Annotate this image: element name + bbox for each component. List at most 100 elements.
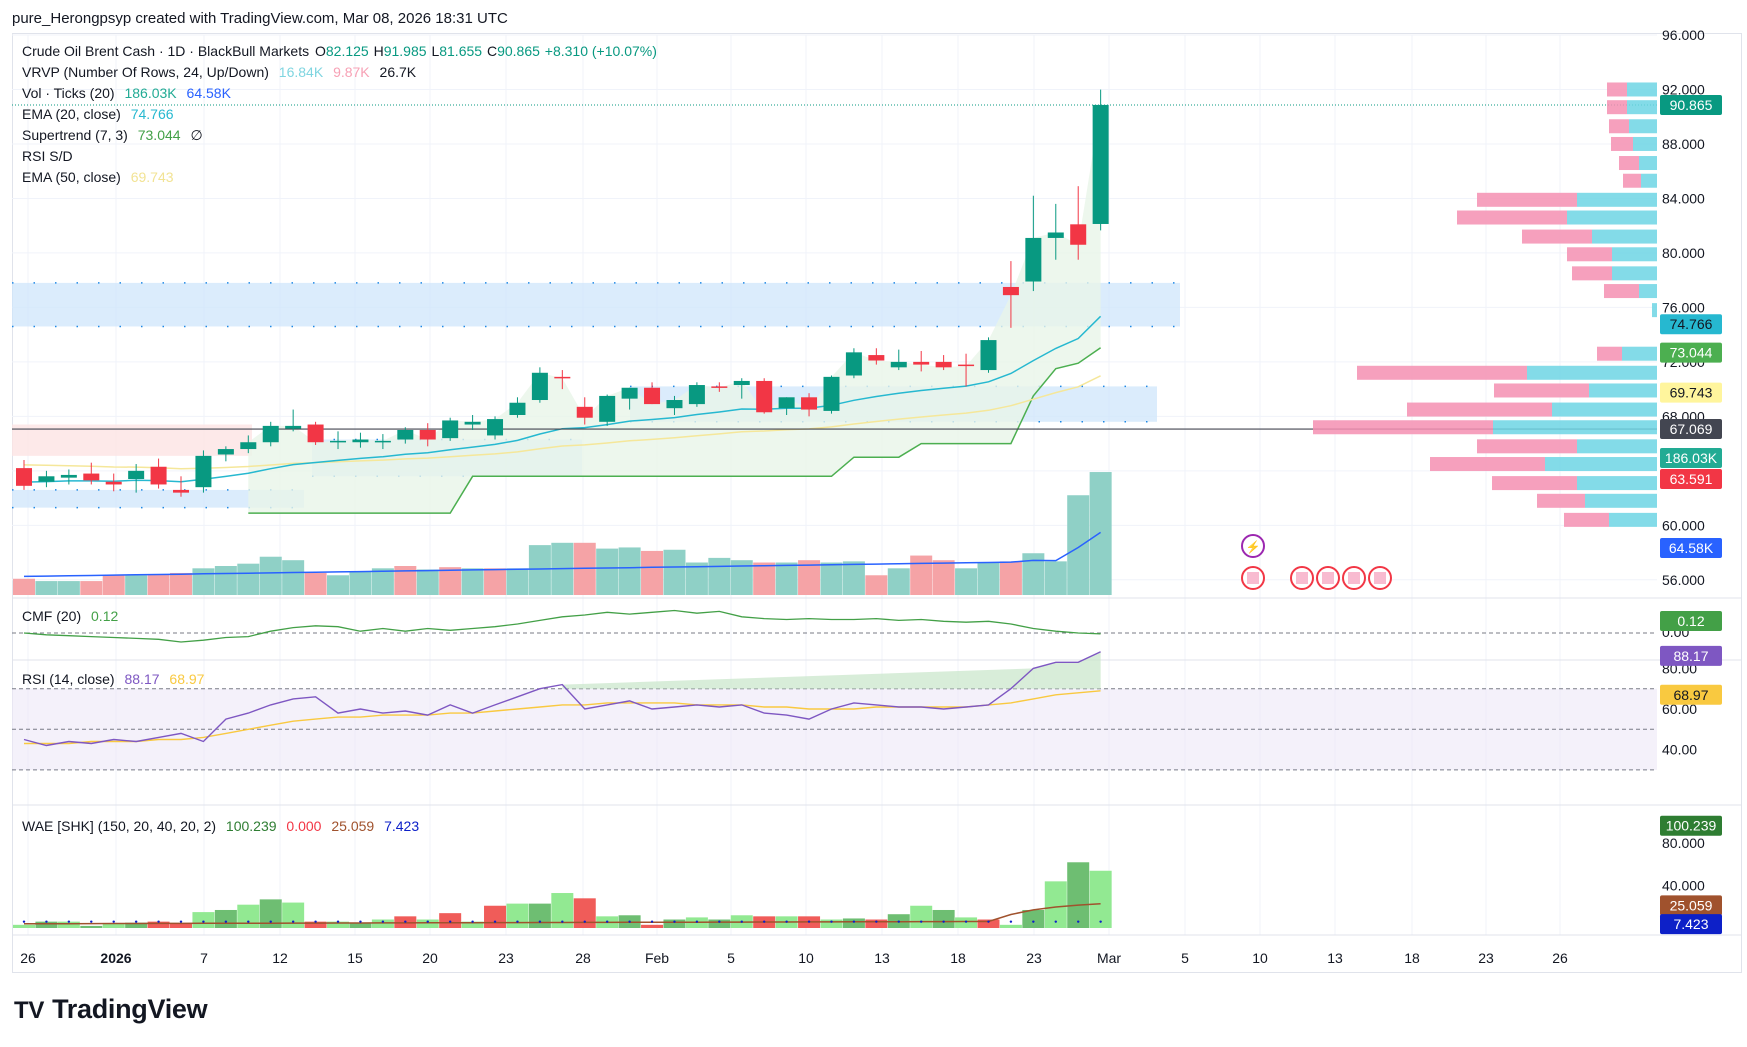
volume-bar <box>192 568 215 595</box>
wae-bar <box>528 903 551 928</box>
wae-deadzone-dot <box>471 920 474 923</box>
vrvp-up-bar <box>1629 119 1657 134</box>
wae-bar <box>35 921 58 928</box>
vrvp-up-bar <box>1552 402 1657 417</box>
wae-deadzone-dot <box>875 920 878 923</box>
vol-v2: 64.58K <box>186 85 231 101</box>
wae-deadzone-dot <box>1009 920 1013 923</box>
volume-bar <box>416 569 439 595</box>
wae-bar <box>349 922 372 928</box>
candle-body <box>711 386 728 388</box>
candle-body <box>935 361 952 368</box>
vrvp-up-bar <box>1622 346 1657 361</box>
volume-bar <box>977 562 1000 595</box>
tradingview-logo[interactable]: TV TradingView <box>14 994 208 1025</box>
cmf-label: CMF (20) <box>22 608 82 624</box>
volume-bar <box>484 568 507 595</box>
candle-body <box>374 440 391 443</box>
volume-bar <box>775 562 798 595</box>
empty-set-icon: ∅ <box>190 127 203 143</box>
red-level-badge: 63.591 <box>1670 471 1713 487</box>
candle-body <box>778 397 795 409</box>
legend-vol[interactable]: Vol · Ticks (20) 186.03K 64.58K <box>22 83 663 104</box>
vrvp-down-bar <box>1607 82 1627 97</box>
wae-deadzone-dot <box>493 920 497 923</box>
volume-bar <box>820 562 843 595</box>
red-level-badge-bg <box>1660 469 1722 489</box>
price-axis-tick: 60.000 <box>1662 517 1705 533</box>
wae-bar <box>371 919 394 928</box>
price-axis-tick: 88.000 <box>1662 136 1705 152</box>
volume-bar <box>842 561 865 595</box>
wae-axis-tick: 40.000 <box>1662 878 1705 894</box>
volume-bar <box>1022 553 1045 595</box>
wae-legend[interactable]: WAE [SHK] (150, 20, 40, 20, 2) 100.239 0… <box>22 816 425 837</box>
time-axis-tick: 13 <box>874 950 890 966</box>
rsi-axis-tick: 60.00 <box>1662 701 1697 717</box>
wae-deadzone-dot <box>1032 920 1035 923</box>
legend-rsi-sd[interactable]: RSI S/D <box>22 146 663 167</box>
legend-symbol-row[interactable]: Crude Oil Brent Cash · 1D · BlackBull Ma… <box>22 41 663 62</box>
wae-bar <box>327 921 350 928</box>
wae-bar <box>999 924 1022 928</box>
legend-supertrend[interactable]: Supertrend (7, 3) 73.044 ∅ <box>22 125 663 146</box>
volume-bar <box>753 562 776 595</box>
volume-badge-bg <box>1660 448 1722 468</box>
volume-bar <box>641 550 664 595</box>
vrvp-up-bar <box>1567 210 1657 225</box>
candle-body <box>464 421 481 425</box>
volume-bar <box>57 581 80 595</box>
vrvp-down-bar <box>1572 266 1612 281</box>
vrvp-up-bar <box>1577 439 1657 454</box>
wae-deadzone-dot <box>964 920 968 923</box>
wae-bar <box>214 909 237 928</box>
volume-bar <box>932 560 955 595</box>
cmf-legend[interactable]: CMF (20) 0.12 <box>22 606 124 627</box>
time-axis-tick: 18 <box>950 950 966 966</box>
rsi-sd-label: RSI S/D <box>22 148 73 164</box>
price-axis-tick: 92.000 <box>1662 81 1705 97</box>
wae-deadzone-dot <box>381 920 385 923</box>
candle-body <box>868 355 885 361</box>
wae-deadzone-dot <box>920 920 923 923</box>
rsi-sd-zone-upper <box>12 282 1180 327</box>
volume-ma-badge-bg <box>1660 538 1722 558</box>
candle-body <box>845 352 862 376</box>
candle-body <box>105 481 122 485</box>
candle-body <box>621 387 638 399</box>
candle-body <box>352 439 369 443</box>
change-value: +8.310 (+10.07%) <box>544 43 657 59</box>
candle-body <box>16 468 32 486</box>
candle-body <box>442 420 459 439</box>
wae-bar <box>1044 881 1067 928</box>
wae-deadzone-dot <box>740 920 743 923</box>
candle-body <box>487 419 504 436</box>
volume-bar <box>125 575 148 595</box>
volume-bar <box>887 568 910 595</box>
supertrend-badge: 73.044 <box>1670 345 1713 361</box>
wae-bar <box>102 923 125 928</box>
time-axis-tick: 12 <box>272 950 288 966</box>
candle-body <box>1025 237 1042 282</box>
wae-deadzone-dot <box>359 920 362 923</box>
wae-axis-tick: 80.000 <box>1662 835 1705 851</box>
vrvp-down-bar <box>1357 365 1527 380</box>
symbol-label: Crude Oil Brent Cash · 1D · BlackBull Ma… <box>22 43 310 59</box>
candle-body <box>307 424 324 443</box>
last-price-badge-bg <box>1660 94 1722 115</box>
vrvp-up-bar <box>1585 493 1657 508</box>
volume-bar <box>259 556 282 595</box>
wae-line-badge-bg <box>1660 895 1722 916</box>
candle-body <box>60 474 77 478</box>
flag-icon-fill <box>1374 572 1386 584</box>
vrvp-down-bar <box>1457 210 1567 225</box>
rsi-legend[interactable]: RSI (14, close) 88.17 68.97 <box>22 669 210 690</box>
legend-ema20[interactable]: EMA (20, close) 74.766 <box>22 104 663 125</box>
lightning-icon <box>1241 534 1265 558</box>
volume-bar <box>80 581 103 595</box>
wae-bar <box>282 902 305 928</box>
legend-vrvp[interactable]: VRVP (Number Of Rows, 24, Up/Down) 16.84… <box>22 62 663 83</box>
legend-ema50[interactable]: EMA (50, close) 69.743 <box>22 167 663 188</box>
cmf-value: 0.12 <box>91 608 119 624</box>
